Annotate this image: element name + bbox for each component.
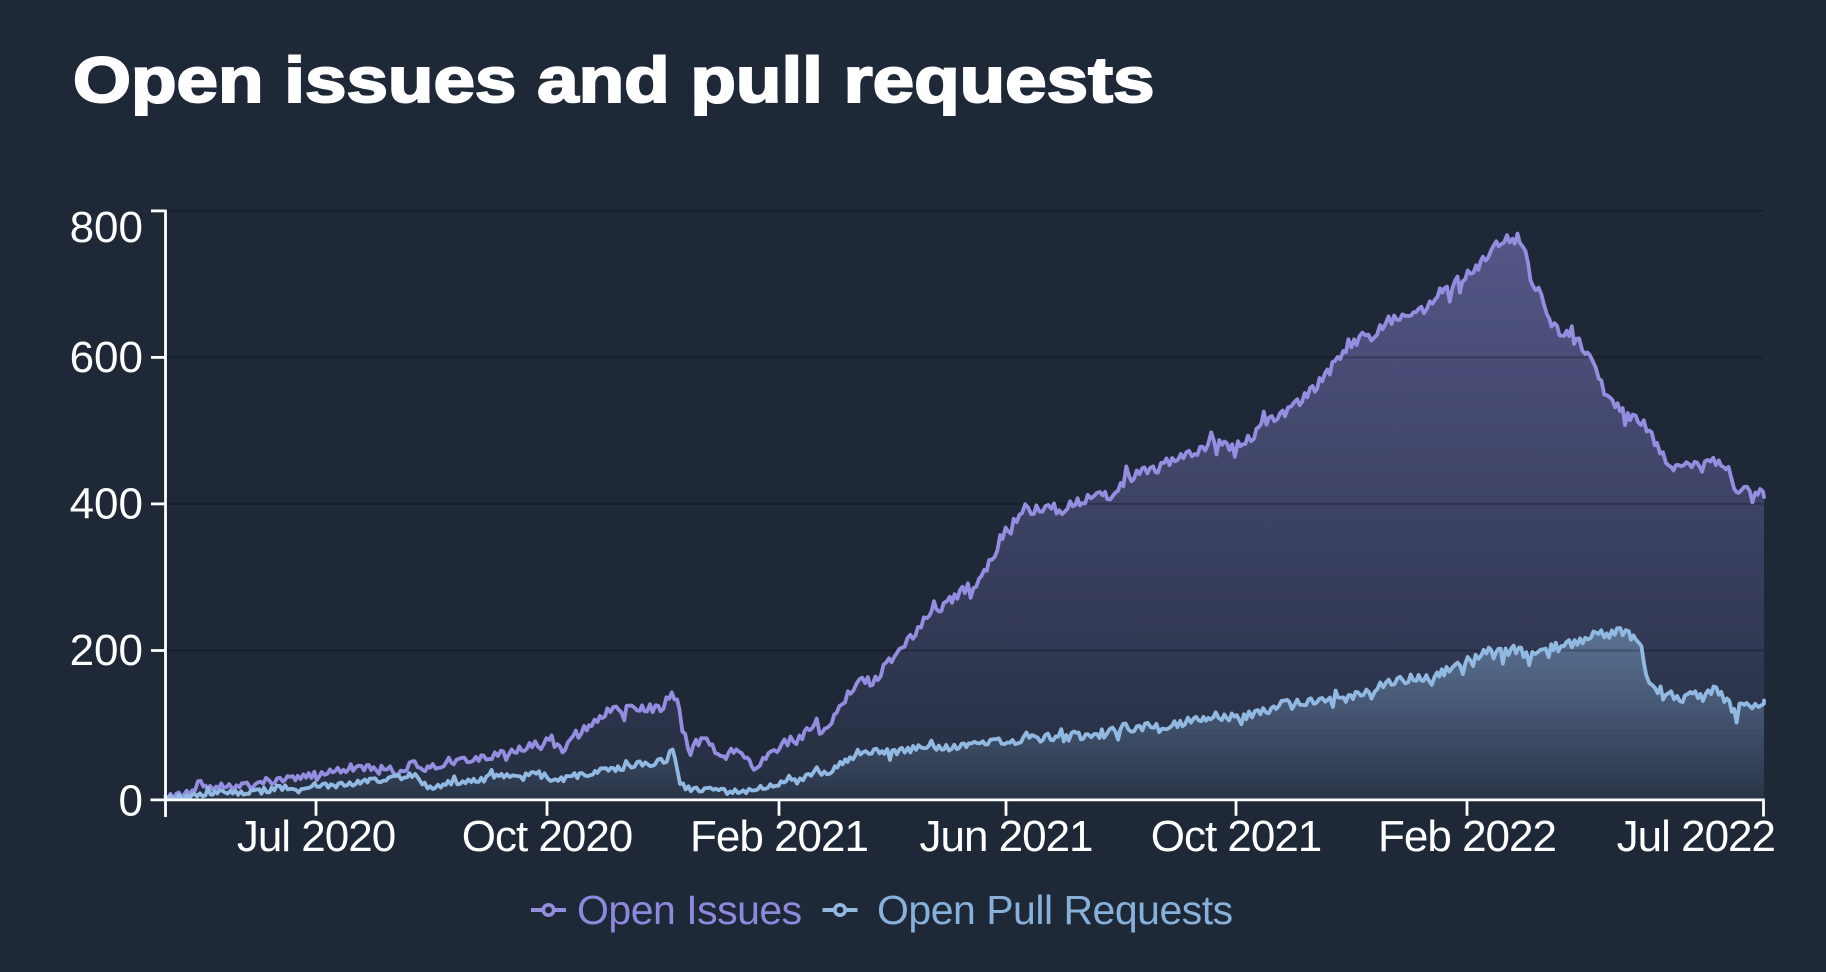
svg-text:800: 800 — [70, 203, 143, 252]
svg-text:Feb 2021: Feb 2021 — [690, 812, 868, 861]
svg-text:Jul 2022: Jul 2022 — [1617, 812, 1775, 861]
svg-text:Oct 2021: Oct 2021 — [1151, 812, 1322, 861]
svg-text:Jul 2020: Jul 2020 — [237, 812, 395, 861]
svg-text:Feb 2022: Feb 2022 — [1378, 812, 1556, 861]
svg-text:600: 600 — [70, 333, 143, 382]
svg-text:400: 400 — [70, 479, 143, 528]
svg-text:Open Issues: Open Issues — [577, 887, 802, 933]
svg-text:Open Pull Requests: Open Pull Requests — [877, 887, 1233, 933]
svg-text:Oct 2020: Oct 2020 — [462, 812, 633, 861]
svg-text:0: 0 — [119, 776, 143, 825]
svg-text:Jun 2021: Jun 2021 — [919, 812, 1092, 861]
svg-text:200: 200 — [70, 626, 143, 675]
